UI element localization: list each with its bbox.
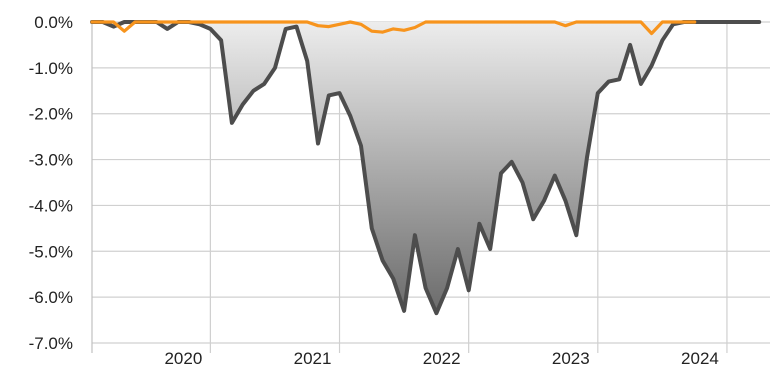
y-tick-label: -6.0% xyxy=(29,288,73,307)
y-tick-label: -1.0% xyxy=(29,59,73,78)
series-1-line xyxy=(90,20,762,316)
y-tick-label: -3.0% xyxy=(29,151,73,170)
x-tick-label: 2022 xyxy=(423,349,461,368)
y-tick-label: -7.0% xyxy=(29,334,73,353)
y-tick-label: -5.0% xyxy=(29,242,73,261)
x-tick-label: 2021 xyxy=(294,349,332,368)
series-1-area xyxy=(92,22,760,314)
x-tick-label: 2023 xyxy=(552,349,590,368)
y-tick-label: -4.0% xyxy=(29,196,73,215)
x-tick-label: 2024 xyxy=(681,349,719,368)
y-axis-tick-labels: 0.0% -1.0% -2.0% -3.0% -4.0% -5.0% -6.0% -7.0% xyxy=(29,13,73,353)
x-tick-label: 2020 xyxy=(164,349,202,368)
y-tick-label: -2.0% xyxy=(29,105,73,124)
x-axis-tick-labels: 2020 2021 2022 2023 2024 xyxy=(164,349,718,368)
plot-area xyxy=(90,20,762,316)
series-2-line xyxy=(90,20,697,36)
y-tick-label: 0.0% xyxy=(34,13,73,32)
